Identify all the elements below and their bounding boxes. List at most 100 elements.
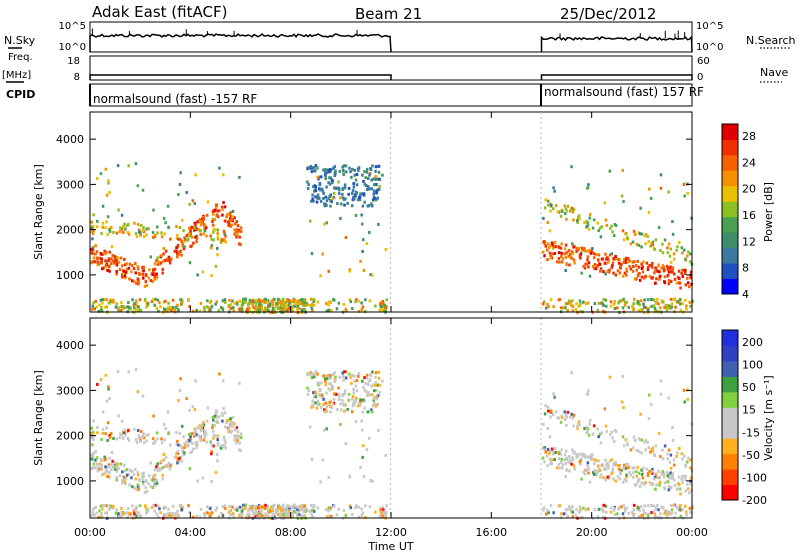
velocity-cell [337, 392, 340, 396]
velocity-cell [639, 505, 643, 509]
power-cell [265, 300, 269, 304]
velocity-cell [587, 471, 590, 475]
power-cell [371, 198, 375, 202]
velocity-cell [135, 506, 138, 510]
velocity-cell [374, 371, 378, 375]
velocity-cell [220, 444, 224, 448]
power-cell [168, 307, 171, 311]
velocity-cell [110, 450, 114, 454]
velocity-cell [206, 406, 210, 410]
power-cell [625, 300, 628, 304]
velocity-cell [553, 395, 556, 399]
velocity-cell [640, 438, 644, 442]
power-cell [634, 277, 637, 281]
power-cell [546, 199, 550, 203]
power-cell [216, 237, 220, 241]
velocity-cell [545, 454, 549, 458]
power-cell [689, 276, 692, 280]
velocity-cell [385, 504, 388, 508]
velocity-cell [672, 458, 676, 462]
velocity-cell [307, 372, 311, 376]
power-cell [114, 305, 118, 309]
velocity-cell [361, 379, 364, 383]
velocity-cell [120, 419, 124, 423]
velocity-cell [377, 370, 381, 374]
velocity-cell [366, 390, 370, 394]
power-cell [354, 298, 358, 302]
power-cell [189, 229, 192, 233]
power-cell [93, 307, 97, 311]
nsearch-label: N.Search [746, 34, 796, 47]
power-cell [323, 204, 327, 208]
power-cell [686, 276, 689, 280]
velocity-cell [361, 398, 365, 402]
power-cell [608, 253, 612, 257]
power-cell [299, 298, 302, 302]
velocity-cell [127, 472, 131, 476]
velocity-cell [167, 507, 170, 511]
velocity-cell [144, 486, 148, 490]
colorbar-swatch [722, 154, 738, 171]
power-cell [333, 174, 337, 178]
power-cell [610, 266, 613, 270]
velocity-cell [330, 387, 334, 391]
velocity-cell [344, 403, 347, 407]
velocity-cell [124, 433, 127, 437]
velocity-cell [176, 509, 179, 513]
velocity-cell [570, 508, 573, 512]
velocity-cell [663, 444, 667, 448]
velocity-cell [145, 439, 148, 443]
power-cell [582, 300, 585, 304]
velocity-cell [220, 411, 224, 415]
velocity-cell [123, 512, 127, 516]
velocity-cell [632, 503, 636, 507]
power-cell [91, 224, 95, 228]
power-cell [638, 303, 641, 307]
power-cell [194, 226, 198, 230]
power-cell [285, 299, 289, 303]
power-cell [571, 252, 575, 256]
power-cell [210, 244, 213, 248]
power-cell [194, 223, 197, 227]
velocity-cell [368, 379, 371, 383]
velocity-cell [632, 514, 635, 518]
power-cell [183, 237, 187, 241]
velocity-cell [310, 508, 314, 512]
power-cell [108, 250, 112, 254]
velocity-cell [171, 504, 175, 508]
velocity-cell [225, 419, 229, 423]
velocity-cell [101, 431, 104, 435]
velocity-cell [309, 503, 313, 507]
velocity-cell [688, 466, 692, 470]
power-cell [109, 226, 113, 230]
power-cell [110, 244, 114, 248]
power-cell [196, 273, 199, 277]
power-cell [327, 303, 330, 307]
power-cell [652, 304, 655, 308]
velocity-cell [136, 390, 140, 394]
velocity-cell [328, 373, 332, 377]
power-cell [649, 196, 653, 200]
velocity-cell [546, 508, 549, 512]
velocity-cell [625, 506, 628, 510]
power-cell [177, 237, 180, 241]
power-cell [364, 176, 367, 180]
velocity-cell [362, 385, 365, 389]
power-cell [343, 203, 346, 207]
power-cell [267, 305, 270, 309]
velocity-cell [101, 427, 105, 431]
velocity-cell [578, 505, 582, 509]
power-cell [670, 279, 673, 283]
power-cell [120, 213, 124, 217]
velocity-cell [158, 507, 161, 511]
power-cell [332, 298, 336, 302]
colorbar-tick-label: -100 [742, 471, 767, 484]
power-cell [680, 246, 684, 250]
power-cell [671, 232, 675, 236]
velocity-cell [317, 383, 320, 387]
velocity-cell [342, 379, 345, 383]
power-cell [115, 231, 119, 235]
power-cell [550, 241, 554, 245]
velocity-cell [341, 374, 345, 378]
power-cell [96, 260, 99, 264]
